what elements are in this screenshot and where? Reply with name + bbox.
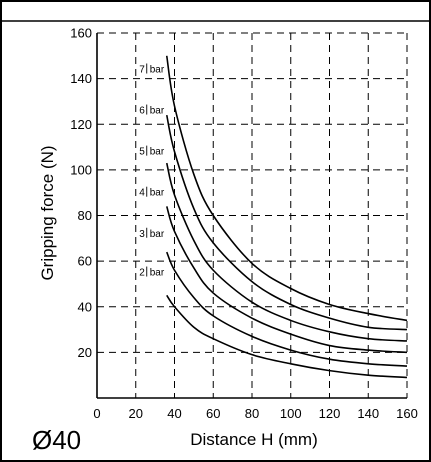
series-label-unit: bar <box>150 147 165 158</box>
y-tick-label: 100 <box>70 162 92 177</box>
series-label-number: 4 <box>139 188 145 199</box>
x-tick-label: 160 <box>396 406 418 421</box>
y-tick-label: 160 <box>70 26 92 41</box>
x-tick-label: 0 <box>93 406 100 421</box>
x-tick-label: 120 <box>319 406 341 421</box>
y-tick-label: 80 <box>78 208 92 223</box>
series-label-unit: bar <box>150 268 165 279</box>
grid <box>97 32 408 398</box>
series-line-4-bar <box>165 206 408 354</box>
y-tick-label: 20 <box>78 345 92 360</box>
series-label-number: 6 <box>139 106 145 117</box>
series-label-number: 5 <box>139 147 145 158</box>
x-tick-label: 80 <box>245 406 259 421</box>
x-axis-label: Distance H (mm) <box>190 430 318 449</box>
series-label-unit: bar <box>150 106 165 117</box>
x-tick-label: 40 <box>167 406 181 421</box>
series-line-2-bar <box>166 294 408 379</box>
y-tick-label: 60 <box>78 254 92 269</box>
series-label-unit: bar <box>150 188 165 199</box>
series-label-unit: bar <box>150 229 165 240</box>
x-tick-label: 100 <box>280 406 302 421</box>
series-line-6-bar <box>165 114 408 331</box>
y-tick-label: 40 <box>78 299 92 314</box>
series-labels: 7 bar 6 bar 5 bar 4 bar 3 bar 2 bar <box>139 63 165 279</box>
axes <box>96 33 407 399</box>
series-line-7-bar <box>165 55 408 322</box>
y-tick-label: 140 <box>70 71 92 86</box>
y-tick-label: 120 <box>70 117 92 132</box>
x-tick-label: 20 <box>129 406 143 421</box>
x-tick-label: 60 <box>206 406 220 421</box>
figure-label: Ø40 <box>32 425 81 455</box>
curves <box>165 55 408 379</box>
tick-labels: 0 20 40 60 80 100 120 140 160 20 40 60 80 100 120 140 16… <box>70 26 418 422</box>
series-label-number: 3 <box>139 229 145 240</box>
y-axis-label: Gripping force (N) <box>38 145 57 280</box>
x-tick-label: 140 <box>357 406 379 421</box>
series-line-5-bar <box>165 162 408 342</box>
series-line-3-bar <box>166 251 408 367</box>
series-label-unit: bar <box>150 65 165 76</box>
series-label-number: 2 <box>139 268 145 279</box>
series-label-number: 7 <box>139 65 145 76</box>
